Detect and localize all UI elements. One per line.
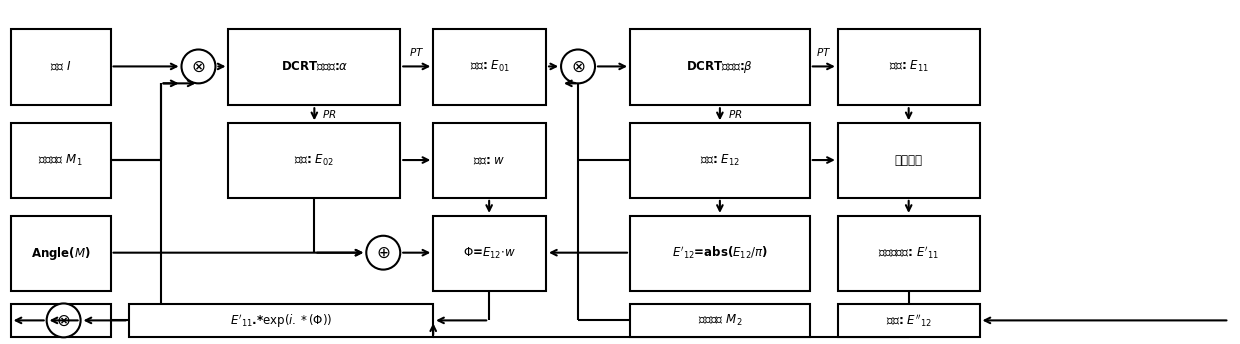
FancyBboxPatch shape bbox=[11, 304, 110, 337]
Circle shape bbox=[47, 303, 81, 337]
FancyBboxPatch shape bbox=[228, 29, 401, 105]
Text: $E'_{11}$.*$\exp(i.*( \Phi))$: $E'_{11}$.*$\exp(i.*( \Phi))$ bbox=[229, 312, 332, 330]
Text: $PT$: $PT$ bbox=[409, 46, 424, 58]
Text: $PR$: $PR$ bbox=[322, 108, 337, 120]
Text: 置乱后幅度: $E'_{11}$: 置乱后幅度: $E'_{11}$ bbox=[878, 245, 939, 261]
Text: $\oplus$: $\oplus$ bbox=[376, 244, 391, 262]
FancyBboxPatch shape bbox=[433, 216, 546, 291]
Circle shape bbox=[366, 236, 401, 270]
FancyBboxPatch shape bbox=[630, 304, 810, 337]
Text: 置乱交换: 置乱交换 bbox=[895, 154, 923, 167]
FancyBboxPatch shape bbox=[433, 123, 546, 198]
Text: $\otimes$: $\otimes$ bbox=[191, 57, 206, 75]
Text: 相位: $E_{12}$: 相位: $E_{12}$ bbox=[699, 153, 740, 168]
Text: 相位掩模 $M_1$: 相位掩模 $M_1$ bbox=[38, 153, 83, 168]
FancyBboxPatch shape bbox=[11, 123, 110, 198]
FancyBboxPatch shape bbox=[433, 29, 546, 105]
FancyBboxPatch shape bbox=[11, 216, 110, 291]
FancyBboxPatch shape bbox=[630, 29, 810, 105]
Text: 密钥: $E''_{12}$: 密钥: $E''_{12}$ bbox=[885, 313, 931, 329]
Circle shape bbox=[560, 50, 595, 83]
Text: 幅度: $E_{01}$: 幅度: $E_{01}$ bbox=[470, 60, 510, 74]
FancyBboxPatch shape bbox=[838, 123, 980, 198]
FancyBboxPatch shape bbox=[838, 304, 980, 337]
FancyBboxPatch shape bbox=[11, 29, 110, 105]
FancyBboxPatch shape bbox=[228, 123, 401, 198]
Text: Angle($M$): Angle($M$) bbox=[31, 245, 91, 262]
Text: 密钥: $w$: 密钥: $w$ bbox=[474, 154, 506, 167]
Text: 幅度: $E_{11}$: 幅度: $E_{11}$ bbox=[889, 60, 929, 74]
FancyBboxPatch shape bbox=[838, 29, 980, 105]
Text: $E'_{12}$=abs($E_{12}/\pi$): $E'_{12}$=abs($E_{12}/\pi$) bbox=[672, 245, 768, 261]
Text: $PR$: $PR$ bbox=[728, 108, 743, 120]
Circle shape bbox=[181, 50, 216, 83]
FancyBboxPatch shape bbox=[630, 216, 810, 291]
Text: DCRT，阶次:$\beta$: DCRT，阶次:$\beta$ bbox=[687, 59, 754, 75]
FancyBboxPatch shape bbox=[630, 123, 810, 198]
Text: 密文 $C$: 密文 $C$ bbox=[47, 314, 74, 327]
Text: DCRT，阶次:$\alpha$: DCRT，阶次:$\alpha$ bbox=[280, 60, 348, 74]
Text: $\Phi$=$E_{12}$$\cdot$$w$: $\Phi$=$E_{12}$$\cdot$$w$ bbox=[464, 246, 516, 261]
Text: 明文 $I$: 明文 $I$ bbox=[50, 60, 71, 74]
Text: 相位掩模 $M_2$: 相位掩模 $M_2$ bbox=[698, 313, 742, 329]
Text: $\otimes$: $\otimes$ bbox=[570, 57, 585, 75]
Text: 相位: $E_{02}$: 相位: $E_{02}$ bbox=[294, 153, 335, 168]
Text: $\otimes$: $\otimes$ bbox=[56, 311, 71, 330]
FancyBboxPatch shape bbox=[129, 304, 433, 337]
Text: $PT$: $PT$ bbox=[816, 46, 831, 58]
FancyBboxPatch shape bbox=[838, 216, 980, 291]
